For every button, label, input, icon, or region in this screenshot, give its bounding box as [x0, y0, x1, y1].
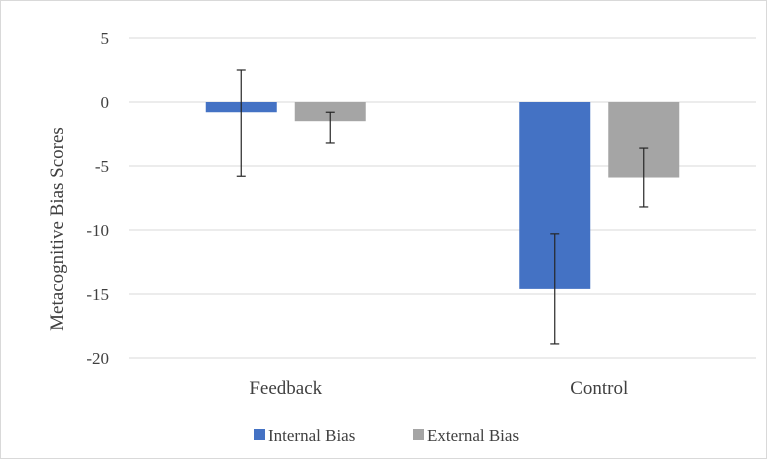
legend: Internal Bias External Bias	[254, 426, 519, 445]
y-tick-label: 5	[101, 29, 110, 48]
legend-item: External Bias	[413, 426, 519, 445]
error-bar	[639, 147, 649, 208]
bars	[205, 102, 680, 289]
y-tick-label: 0	[101, 93, 110, 112]
error-bars	[236, 69, 649, 345]
y-tick-label: -15	[86, 285, 109, 304]
y-axis-title: Metacognitive Bias Scores	[47, 127, 68, 331]
y-tick-label: -20	[86, 349, 109, 368]
legend-item: Internal Bias	[254, 426, 355, 445]
error-bar	[550, 233, 560, 345]
bar-external-bias-feedback	[294, 102, 366, 122]
error-bar	[325, 111, 335, 144]
category-label: Control	[570, 378, 628, 399]
y-tick-label: -5	[95, 157, 109, 176]
legend-swatch	[254, 429, 265, 440]
legend-swatch	[413, 429, 424, 440]
category-label: Feedback	[249, 378, 322, 399]
error-bar	[236, 69, 246, 177]
y-tick-labels: 5 0 -5 -10 -15 -20	[86, 29, 109, 368]
gridlines	[129, 37, 756, 359]
legend-label: External Bias	[427, 426, 519, 445]
category-labels: Feedback Control	[249, 378, 628, 399]
legend-label: Internal Bias	[268, 426, 355, 445]
y-tick-label: -10	[86, 221, 109, 240]
